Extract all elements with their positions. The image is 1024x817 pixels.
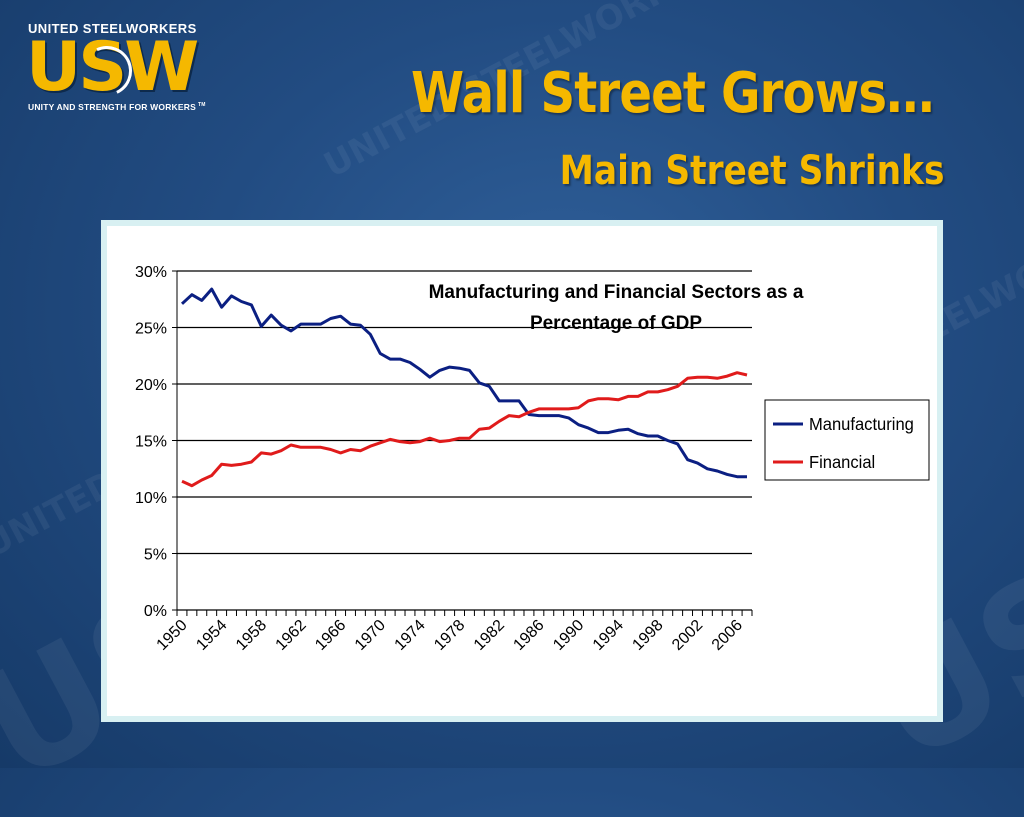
series-line-manufacturing bbox=[180, 287, 747, 479]
legend-box bbox=[764, 399, 930, 481]
y-tick-label: 0% bbox=[144, 603, 167, 620]
usw-logo: UNITED STEELWORKERS USW UNITY AND STRENG… bbox=[24, 18, 214, 118]
chart-title-line-2: Percentage of GDP bbox=[530, 313, 702, 334]
slide-title: Wall Street Grows… bbox=[411, 61, 935, 126]
line-chart: 0%5%10%15%20%25%30%1950 1954 1958 1962 1966 1… bbox=[135, 264, 930, 654]
logo-tagline: UNITY AND STRENGTH FOR WORKERS TM bbox=[28, 102, 206, 112]
x-tick-label: 1966 bbox=[312, 617, 349, 654]
chart-title-line-1: Manufacturing and Financial Sectors as a bbox=[429, 282, 804, 303]
y-tick-label: 25% bbox=[135, 321, 167, 338]
x-tick-label: 1982 bbox=[471, 617, 508, 654]
x-tick-label: 1990 bbox=[550, 617, 587, 654]
logo-mark: USW bbox=[26, 28, 199, 107]
x-tick-label: 1998 bbox=[629, 617, 666, 654]
legend-label-financial: Financial bbox=[809, 451, 875, 472]
x-tick-label: 1950 bbox=[154, 617, 191, 654]
chart-panel: 0% 5% 10% 15% 20% 25% 30% 1950 1954 1958 1962 1966 1… bbox=[101, 220, 943, 722]
x-tick-label: 1974 bbox=[392, 617, 429, 654]
slide-subtitle: Main Street Shrinks bbox=[559, 148, 944, 194]
x-tick-label: 1978 bbox=[431, 617, 468, 654]
x-tick-label: 1958 bbox=[233, 617, 270, 654]
trademark-mark: TM bbox=[197, 102, 206, 109]
logo-top-text: UNITED STEELWORKERS bbox=[28, 21, 197, 36]
legend-label-manufacturing: Manufacturing bbox=[809, 413, 914, 434]
x-tick-label: 2002 bbox=[669, 617, 706, 654]
y-tick-label: 10% bbox=[135, 490, 167, 507]
y-tick-label: 15% bbox=[135, 434, 167, 451]
x-tick-label: 1970 bbox=[352, 617, 389, 654]
x-tick-label: 1954 bbox=[193, 617, 230, 654]
y-tick-label: 20% bbox=[135, 377, 167, 394]
series-line-financial bbox=[181, 371, 748, 488]
y-tick-label: 5% bbox=[144, 547, 167, 564]
x-tick-label: 2006 bbox=[709, 617, 746, 654]
x-tick-label: 1962 bbox=[273, 617, 310, 654]
x-tick-label: 1986 bbox=[510, 617, 547, 654]
y-tick-label: 30% bbox=[135, 264, 167, 281]
x-tick-label: 1994 bbox=[590, 617, 627, 654]
